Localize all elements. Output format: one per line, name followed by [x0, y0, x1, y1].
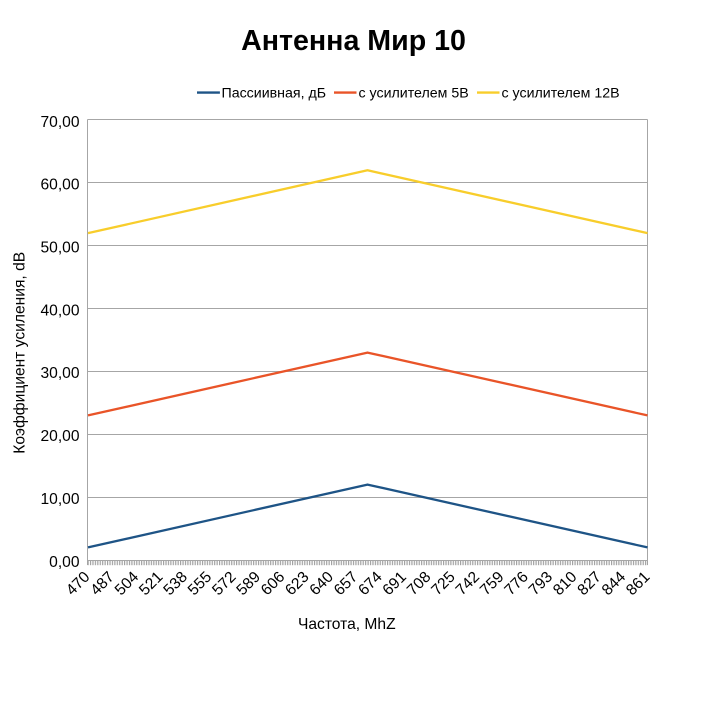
svg-text:Антенна Мир 10: Антенна Мир 10: [241, 25, 466, 57]
svg-text:с усилителем 5В: с усилителем 5В: [359, 85, 469, 101]
svg-text:Пассиивная, дБ: Пассиивная, дБ: [222, 85, 327, 101]
svg-text:Частота, MhZ: Частота, MhZ: [298, 616, 396, 633]
svg-text:10,00: 10,00: [40, 491, 79, 508]
svg-text:40,00: 40,00: [40, 302, 79, 319]
svg-text:0,00: 0,00: [49, 554, 80, 571]
svg-text:30,00: 30,00: [40, 365, 79, 382]
svg-text:20,00: 20,00: [40, 428, 79, 445]
svg-text:с усилителем 12В: с усилителем 12В: [502, 85, 620, 101]
svg-text:50,00: 50,00: [40, 240, 79, 257]
svg-text:70,00: 70,00: [40, 114, 79, 131]
svg-text:Коэффициент усиления, dB: Коэффициент усиления, dB: [12, 252, 29, 454]
svg-text:60,00: 60,00: [40, 177, 79, 194]
